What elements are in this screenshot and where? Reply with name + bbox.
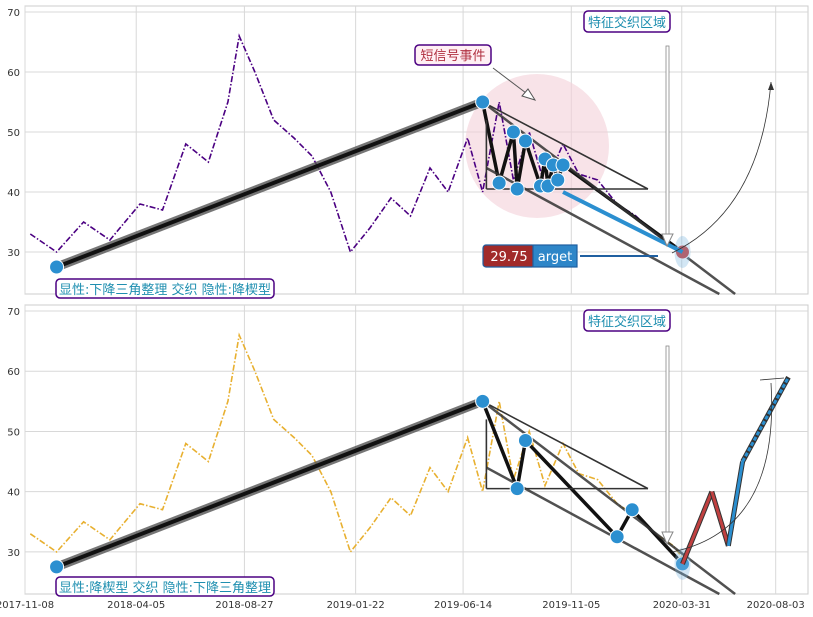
triangle-upper-edge bbox=[482, 101, 649, 190]
pattern-point bbox=[517, 432, 533, 448]
y-tick-label: 60 bbox=[7, 68, 20, 79]
projection-segment bbox=[681, 491, 714, 565]
breakout-segment bbox=[562, 190, 684, 254]
x-tick-label: 2019-01-22 bbox=[327, 600, 385, 611]
x-tick-label: 2017-11-08 bbox=[0, 600, 54, 611]
x-tick-label: 2019-06-14 bbox=[434, 600, 492, 611]
y-tick-label: 70 bbox=[7, 8, 20, 19]
x-tick-label: 2018-08-27 bbox=[215, 600, 273, 611]
pattern-point bbox=[555, 157, 571, 173]
y-tick-label: 60 bbox=[7, 367, 20, 378]
bottom-plot-area bbox=[24, 304, 809, 595]
projection-segment bbox=[741, 376, 790, 463]
top-panel: 30 40 50 60 70 短信号事件 特征交织区域 29.75 arget bbox=[7, 5, 809, 299]
y-tick-label: 40 bbox=[7, 488, 20, 499]
top-pattern-caption-text: 显性:下降三角整理 交织 隐性:降楔型 bbox=[59, 282, 271, 298]
x-tick-label: 2020-08-03 bbox=[747, 600, 805, 611]
top-pattern-overlay bbox=[49, 94, 736, 296]
wedge-lower-line bbox=[485, 166, 720, 296]
pattern-point bbox=[49, 559, 65, 575]
pattern-point bbox=[475, 94, 491, 110]
y-tick-label: 50 bbox=[7, 128, 20, 139]
bottom-y-tick-labels: 30 40 50 60 70 bbox=[7, 307, 20, 559]
target-label: 29.75 arget bbox=[482, 244, 658, 268]
x-tick-label: 2020-03-31 bbox=[653, 600, 711, 611]
y-tick-label: 70 bbox=[7, 307, 20, 318]
pattern-point bbox=[475, 393, 491, 409]
bottom-pattern-overlay bbox=[49, 376, 791, 596]
short-signal-label: 短信号事件 bbox=[414, 44, 537, 101]
bottom-pattern-caption: 显性:降楔型 交织 隐性:下降三角整理 bbox=[55, 576, 275, 597]
x-tick-labels: 2017-11-08 2018-04-05 2018-08-27 2019-01-22… bbox=[0, 600, 805, 611]
pattern-point bbox=[609, 529, 625, 545]
y-tick-label: 40 bbox=[7, 188, 20, 199]
top-feature-zone-text: 特征交织区域 bbox=[588, 15, 666, 31]
trend-line bbox=[55, 100, 484, 269]
pattern-point bbox=[509, 481, 525, 497]
bottom-projection-arc bbox=[671, 382, 773, 553]
price-series-line bbox=[29, 332, 684, 559]
bottom-pattern-caption-text: 显性:降楔型 交织 隐性:下降三角整理 bbox=[59, 580, 271, 596]
top-price-series bbox=[29, 33, 684, 259]
bottom-feature-zone-text: 特征交织区域 bbox=[588, 314, 666, 330]
target-word-text: arget bbox=[538, 250, 572, 265]
top-y-tick-labels: 30 40 50 60 70 bbox=[7, 8, 20, 259]
pattern-point bbox=[491, 175, 507, 191]
short-signal-text: 短信号事件 bbox=[420, 49, 485, 64]
bottom-price-series bbox=[29, 332, 684, 559]
pattern-point bbox=[550, 172, 566, 188]
wedge-lower-line bbox=[485, 466, 720, 596]
target-value-text: 29.75 bbox=[490, 250, 527, 265]
y-tick-label: 30 bbox=[7, 248, 20, 259]
x-tick-label: 2018-04-05 bbox=[107, 600, 165, 611]
top-feature-zone-label: 特征交织区域 bbox=[583, 10, 674, 248]
top-projection-arc bbox=[671, 81, 772, 254]
pattern-point bbox=[505, 124, 521, 140]
triangle-upper-edge bbox=[482, 400, 649, 490]
projection-segment bbox=[726, 461, 745, 547]
trend-line bbox=[55, 399, 484, 569]
projection-segment bbox=[710, 491, 730, 547]
x-tick-label: 2019-11-05 bbox=[542, 600, 600, 611]
pattern-point bbox=[49, 259, 65, 275]
pattern-point bbox=[509, 181, 525, 197]
pattern-point bbox=[624, 502, 640, 518]
price-series-line bbox=[29, 33, 684, 259]
bottom-panel: 30 40 50 60 70 2017-11-08 2018-04-05 2018-08-2… bbox=[0, 304, 809, 611]
pattern-point bbox=[517, 133, 533, 149]
y-tick-label: 30 bbox=[7, 548, 20, 559]
top-pattern-caption: 显性:下降三角整理 交织 隐性:降楔型 bbox=[55, 278, 275, 299]
bottom-feature-zone-label: 特征交织区域 bbox=[583, 309, 674, 546]
y-tick-label: 50 bbox=[7, 427, 20, 438]
